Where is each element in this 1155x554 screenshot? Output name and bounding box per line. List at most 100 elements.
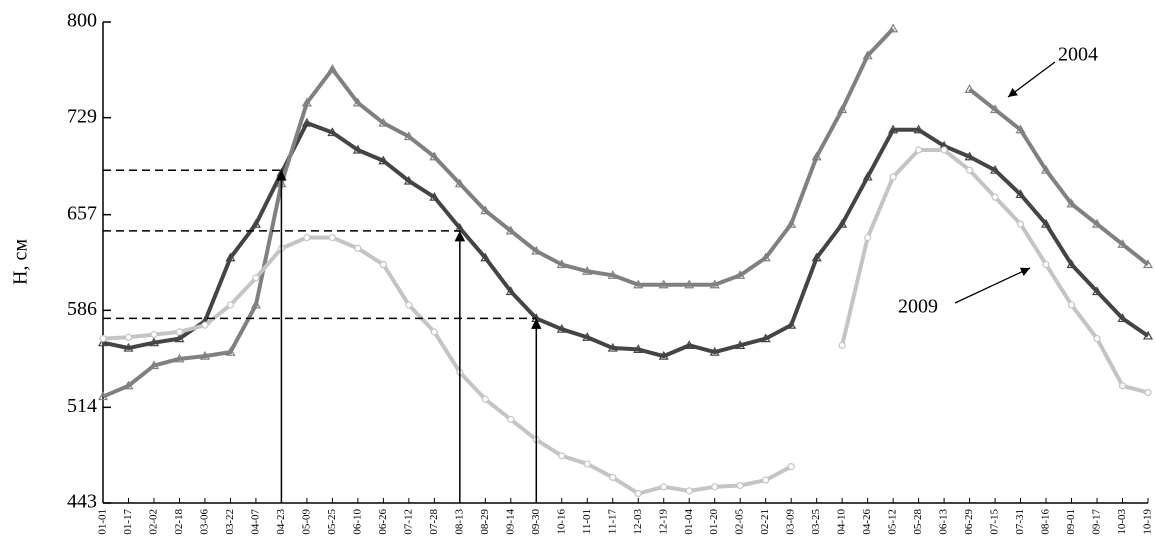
point — [301, 97, 312, 107]
x-tick-label: 03-09 — [785, 509, 797, 535]
x-tick-label: 06-29 — [963, 509, 975, 535]
point — [888, 23, 899, 33]
x-tick-label: 05-28 — [912, 509, 924, 535]
point — [1016, 220, 1025, 228]
point — [787, 463, 795, 471]
point — [328, 233, 336, 242]
x-tick-label: 03-25 — [810, 509, 822, 535]
point — [150, 330, 158, 339]
point — [1091, 286, 1103, 296]
point — [684, 279, 695, 289]
point — [1042, 260, 1050, 269]
point — [607, 270, 618, 279]
point — [556, 259, 567, 269]
x-tick-label: 09-17 — [1091, 509, 1103, 535]
point — [1066, 259, 1077, 269]
x-tick-label: 02-18 — [173, 509, 185, 535]
point — [634, 489, 642, 498]
point — [685, 487, 693, 495]
x-tick-label: 11-17 — [606, 509, 618, 535]
y-tick-label: 443 — [67, 491, 97, 513]
y-tick-label: 514 — [67, 395, 97, 417]
point — [838, 341, 846, 349]
x-tick-label: 11-01 — [581, 509, 593, 534]
point — [940, 146, 948, 154]
point — [811, 252, 822, 262]
point — [480, 205, 491, 215]
point — [124, 333, 133, 341]
x-tick-label: 10-19 — [1142, 509, 1154, 535]
point — [964, 84, 975, 93]
point — [352, 144, 363, 154]
x-tick-label: 05-12 — [887, 509, 899, 535]
x-tick-label: 08-13 — [453, 509, 465, 535]
point — [837, 218, 848, 228]
point — [964, 151, 975, 161]
point — [1041, 164, 1052, 174]
point — [123, 380, 134, 390]
point — [556, 323, 567, 333]
x-tick-label: 04-07 — [249, 509, 261, 535]
point — [148, 360, 160, 370]
x-tick-label: 01-01 — [97, 509, 109, 535]
point — [531, 245, 542, 255]
point — [658, 279, 669, 289]
x-tick-label: 07-28 — [428, 509, 440, 535]
x-tick-label: 07-15 — [989, 509, 1001, 535]
point — [711, 483, 719, 491]
x-tick-label: 06-10 — [351, 509, 363, 535]
point — [505, 225, 516, 235]
point — [991, 193, 999, 201]
point — [1041, 218, 1052, 228]
point — [1066, 198, 1077, 208]
point — [658, 350, 669, 360]
point — [405, 301, 413, 309]
point — [252, 274, 260, 282]
point — [1015, 189, 1026, 199]
x-tick-label: 07-31 — [1014, 509, 1026, 535]
x-tick-label: 07-12 — [402, 509, 414, 535]
x-tick-label: 01-04 — [683, 509, 695, 535]
x-tick-label: 09-14 — [504, 509, 516, 535]
point — [583, 460, 591, 468]
x-tick-label: 04-10 — [836, 509, 848, 535]
point — [430, 328, 438, 336]
point — [1091, 218, 1103, 228]
point — [378, 117, 389, 127]
point — [148, 337, 160, 347]
point — [965, 166, 974, 174]
point — [174, 353, 185, 363]
point — [582, 266, 593, 275]
point — [684, 340, 695, 349]
point — [123, 342, 134, 352]
annotation-arrow — [1007, 61, 1056, 98]
point — [507, 415, 515, 424]
x-tick-label: 10-03 — [1116, 509, 1128, 535]
point — [607, 342, 618, 352]
x-tick-label: 05-09 — [300, 509, 312, 535]
x-tick-label: 02-02 — [148, 509, 160, 535]
point — [175, 328, 184, 336]
point — [760, 333, 771, 343]
point — [735, 340, 746, 349]
point — [915, 146, 923, 154]
x-tick-label: 12-19 — [657, 509, 669, 535]
point — [889, 173, 897, 181]
x-tick-label: 06-13 — [938, 509, 950, 535]
point — [786, 319, 797, 329]
point — [201, 321, 209, 329]
x-tick-label: 09-30 — [530, 509, 542, 535]
point — [633, 279, 644, 289]
point — [735, 270, 746, 279]
point — [1067, 301, 1076, 309]
y-tick-label: 729 — [67, 105, 97, 127]
x-tick-label: 03-06 — [198, 509, 210, 535]
x-tick-label: 04-23 — [275, 509, 287, 535]
annotation: 2004 — [1058, 44, 1098, 66]
x-tick-label: 05-25 — [326, 509, 338, 535]
point — [505, 286, 516, 296]
x-tick-label: 06-26 — [377, 509, 389, 535]
y-tick-label: 657 — [67, 202, 97, 224]
point — [633, 344, 644, 354]
